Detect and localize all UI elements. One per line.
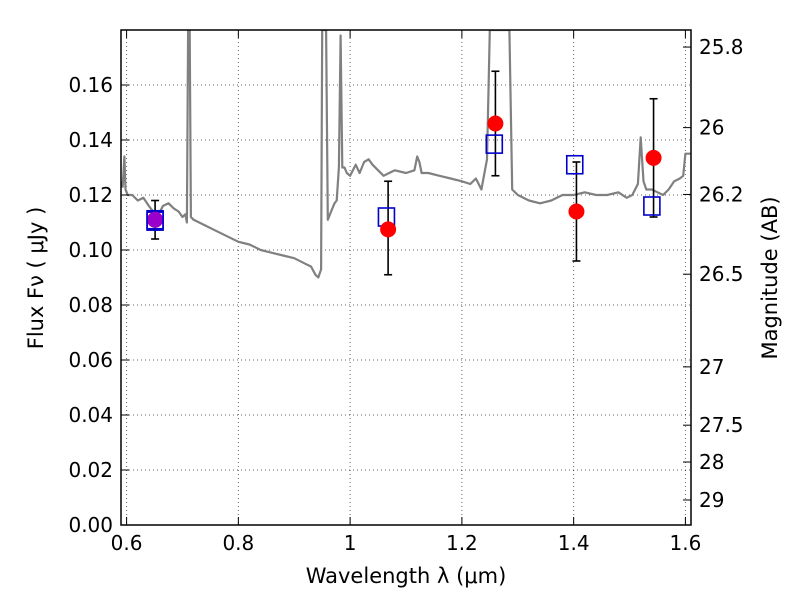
grid	[121, 30, 691, 525]
x-tick-label: 1.4	[558, 531, 590, 555]
y-tick-label: 0.12	[68, 183, 113, 207]
x-axis-label: Wavelength λ (μm)	[306, 564, 507, 588]
y-tick-label: 0.14	[68, 128, 113, 152]
spectrum-layer	[121, 30, 691, 279]
y2-tick-label: 28	[699, 450, 724, 474]
y-tick-label: 0.10	[68, 238, 113, 262]
model-square-point	[485, 134, 504, 154]
observed-point	[568, 203, 585, 220]
points-layer	[146, 70, 662, 276]
y2-tick-label: 26	[699, 116, 724, 140]
observed-point	[645, 149, 662, 166]
plot-frame	[120, 29, 692, 526]
x-tick-label: 1.6	[670, 531, 702, 555]
spectrum-line	[121, 30, 691, 279]
y-tick-label: 0.08	[68, 293, 113, 317]
overlap-square	[146, 209, 164, 230]
x-tick-label: 1	[344, 531, 357, 555]
y-tick-label: 0.04	[68, 403, 113, 427]
y2-tick-label: 27.5	[699, 413, 744, 437]
model-square-point	[643, 196, 661, 216]
y2-tick-label: 26.5	[699, 262, 744, 286]
x-tick-label: 1.2	[446, 531, 478, 555]
y-axis-label: Flux Fν ( μJy )	[24, 207, 48, 350]
observed-point	[487, 115, 504, 132]
y-tick-label: 0.00	[68, 513, 113, 537]
y-tick-label: 0.06	[68, 348, 113, 372]
model-square-point	[565, 154, 584, 175]
y-tick-label: 0.16	[68, 73, 113, 97]
overlap-point	[147, 211, 164, 228]
x-tick-label: 0.6	[111, 531, 143, 555]
ticks: 0.6 0.8 1 1.2 1.4 1.6 0.00 0.02 0.04 0.06 0.08 0.10…	[68, 30, 744, 555]
y2-tick-label: 27	[699, 355, 724, 379]
observed-point	[380, 221, 397, 238]
y2-tick-label: 25.8	[699, 35, 744, 59]
y2-tick-label: 26.2	[699, 182, 744, 206]
x-tick-label: 0.8	[222, 531, 254, 555]
y2-tick-label: 29	[699, 488, 724, 512]
y2-axis-label: Magnitude (AB)	[758, 196, 782, 359]
y-tick-label: 0.02	[68, 458, 113, 482]
